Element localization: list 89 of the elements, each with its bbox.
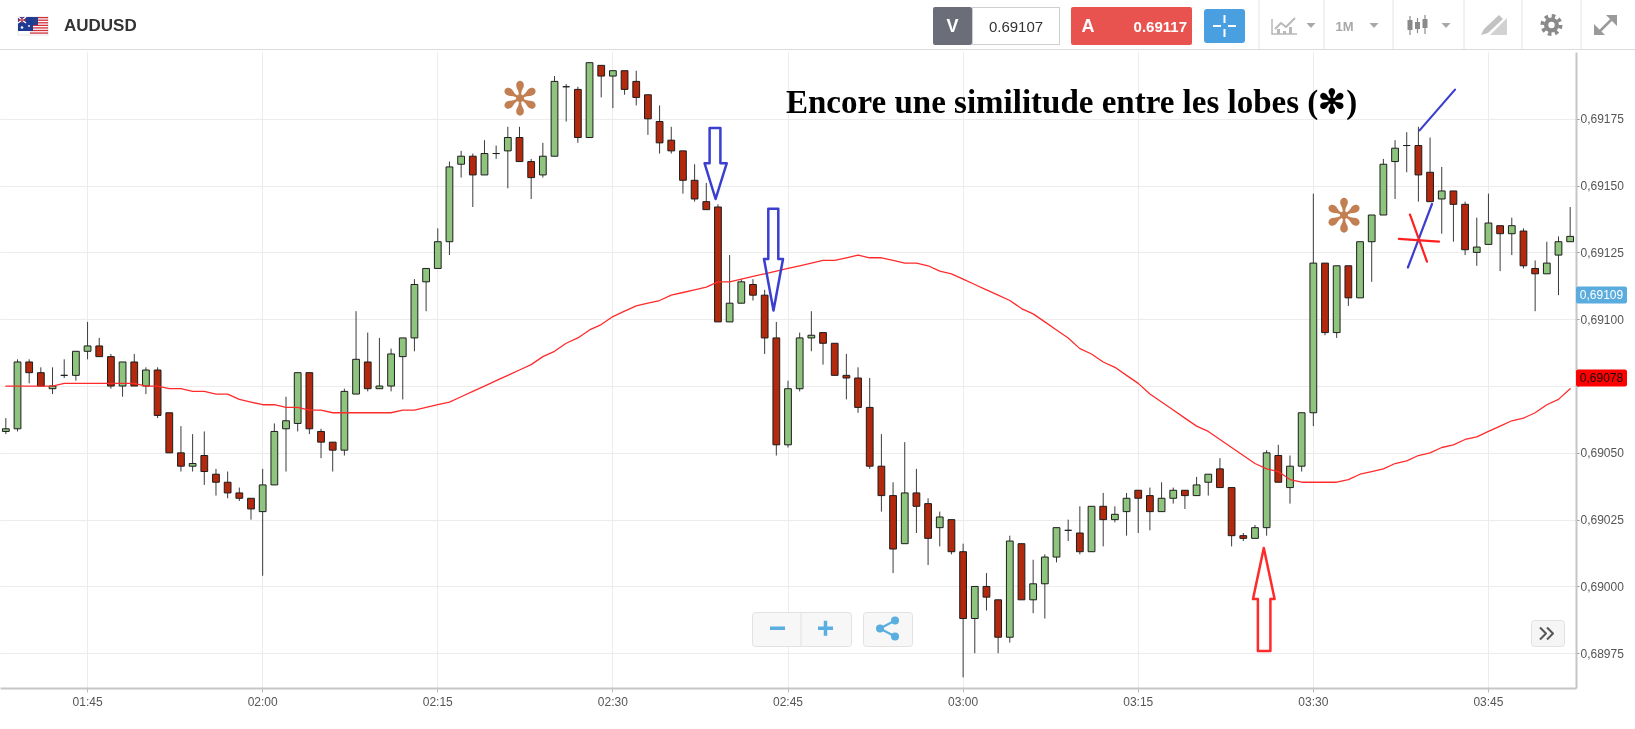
candlestick <box>527 158 536 200</box>
candlestick <box>188 433 197 473</box>
candlestick <box>1472 217 1481 267</box>
candlestick <box>1507 217 1516 256</box>
candlestick <box>620 70 629 96</box>
y-tick-label: 0,68975 <box>1580 646 1625 661</box>
candlestick <box>1122 492 1131 537</box>
candlestick <box>25 358 34 384</box>
candlestick <box>807 310 816 352</box>
candlestick <box>982 572 991 611</box>
candlestick <box>457 150 466 179</box>
annotation: ✻ <box>500 72 540 126</box>
x-tick-label: 03:45 <box>1473 694 1504 709</box>
candlestick <box>83 321 92 360</box>
y-tick-label: 0,69100 <box>1580 312 1625 327</box>
candlestick <box>597 64 606 98</box>
x-tick-label: 02:30 <box>597 694 629 709</box>
candlestick <box>247 497 255 521</box>
candlestick <box>1484 193 1493 245</box>
candlestick <box>503 126 512 189</box>
candlestick <box>1216 457 1224 489</box>
annotation: ✻ <box>1324 189 1364 243</box>
candlestick <box>1531 259 1540 312</box>
candlestick <box>749 278 757 302</box>
candlestick <box>1110 505 1119 523</box>
candlestick <box>422 267 430 312</box>
candlestick <box>223 471 232 499</box>
y-tick-label: 0,69000 <box>1580 579 1625 594</box>
candlestick <box>655 104 664 155</box>
x-tick-label: 03:00 <box>948 694 979 709</box>
chart-title: AUDUSD <box>64 15 137 35</box>
candlestick <box>1157 481 1166 513</box>
x-tick-label: 01:45 <box>72 694 103 709</box>
candlestick <box>1566 206 1575 243</box>
candlestick <box>725 254 734 323</box>
x-tick-label: 02:45 <box>772 694 804 709</box>
candlestick <box>935 511 944 547</box>
candlestick <box>842 353 851 400</box>
x-tick-label: 02:00 <box>247 694 279 709</box>
text: 1M <box>1335 18 1354 34</box>
candlestick <box>212 468 220 497</box>
candlestick <box>1391 139 1399 200</box>
candlestick <box>1204 473 1213 497</box>
candlestick <box>95 337 104 358</box>
candlestick <box>1075 505 1084 555</box>
candlestick <box>1449 190 1458 243</box>
candlestick <box>282 396 290 473</box>
candlestick <box>177 425 185 473</box>
text: 0.69107 <box>988 17 1044 35</box>
candlestick <box>1181 489 1189 510</box>
candlestick <box>702 182 711 211</box>
candlestick <box>819 332 827 366</box>
candlestick <box>737 278 746 304</box>
text: V <box>946 16 959 36</box>
y-tick-label: 0,69025 <box>1580 513 1625 528</box>
candlestick <box>609 70 617 109</box>
candlestick <box>317 428 325 459</box>
x-tick-label: 03:15 <box>1123 694 1154 709</box>
candlestick <box>667 126 676 155</box>
candlestick <box>1286 455 1294 505</box>
candlestick <box>480 139 489 176</box>
candlestick <box>1146 487 1154 531</box>
candlestick <box>1099 492 1108 547</box>
candlestick <box>142 366 150 395</box>
x-tick-label: 02:15 <box>422 694 454 709</box>
y-tick-label: 0,69050 <box>1580 446 1625 461</box>
x-tick-label: 03:30 <box>1298 694 1329 709</box>
candlestick <box>538 142 547 179</box>
candlestick <box>1134 489 1143 534</box>
candlestick <box>1029 559 1038 614</box>
candlestick <box>690 163 699 203</box>
text: A <box>1081 16 1095 36</box>
candlestick <box>1192 476 1201 497</box>
candlestick <box>200 430 209 486</box>
candlestick <box>375 337 384 390</box>
candlestick <box>1542 241 1551 275</box>
candlestick <box>912 468 921 534</box>
candlestick <box>1437 166 1446 235</box>
candlestick <box>632 70 641 106</box>
y-tick-label: 0,69150 <box>1580 179 1625 194</box>
candlestick <box>1496 225 1504 272</box>
y-tick-label: 0,69125 <box>1580 245 1625 260</box>
candlestick <box>398 337 407 400</box>
y-tick-label: 0,69175 <box>1580 112 1625 127</box>
text: 0.69117 <box>1133 17 1187 35</box>
candlestick <box>328 441 337 473</box>
candlestick <box>468 153 477 208</box>
annotation: Encore une similitude entre les lobes (✻) <box>786 84 1358 121</box>
candlestick <box>1554 235 1563 296</box>
